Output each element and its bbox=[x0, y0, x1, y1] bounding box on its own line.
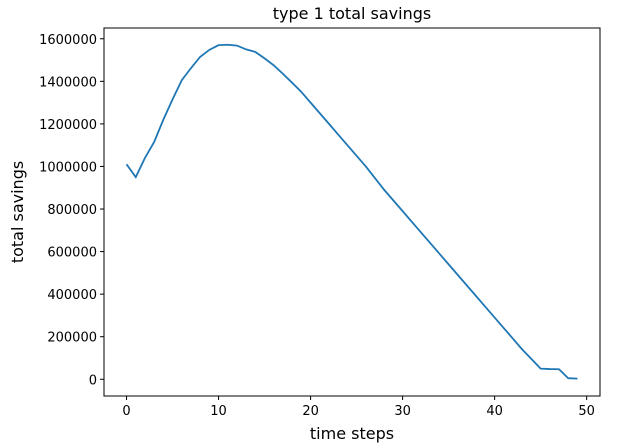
y-tick-label: 1400000 bbox=[39, 75, 97, 90]
x-tick-label: 30 bbox=[394, 404, 411, 419]
y-tick-label: 0 bbox=[89, 373, 97, 388]
y-tick-label: 600000 bbox=[47, 246, 97, 261]
x-tick-label: 40 bbox=[486, 404, 503, 419]
y-axis-label: total savings bbox=[8, 161, 27, 263]
y-tick-label: 800000 bbox=[47, 203, 97, 218]
axes-frame bbox=[103, 27, 601, 397]
y-tick-label: 200000 bbox=[47, 331, 97, 346]
x-tick-label: 0 bbox=[122, 404, 130, 419]
x-tick-label: 50 bbox=[578, 404, 595, 419]
y-tick-label: 1600000 bbox=[39, 33, 97, 48]
y-tick-label: 400000 bbox=[47, 288, 97, 303]
x-tick-label: 20 bbox=[302, 404, 319, 419]
chart-title: type 1 total savings bbox=[273, 4, 431, 23]
data-line bbox=[125, 43, 578, 380]
y-tick-label: 1200000 bbox=[39, 118, 97, 133]
x-axis-label: time steps bbox=[310, 424, 394, 443]
y-tick-label: 1000000 bbox=[39, 160, 97, 175]
x-tick-label: 10 bbox=[210, 404, 227, 419]
